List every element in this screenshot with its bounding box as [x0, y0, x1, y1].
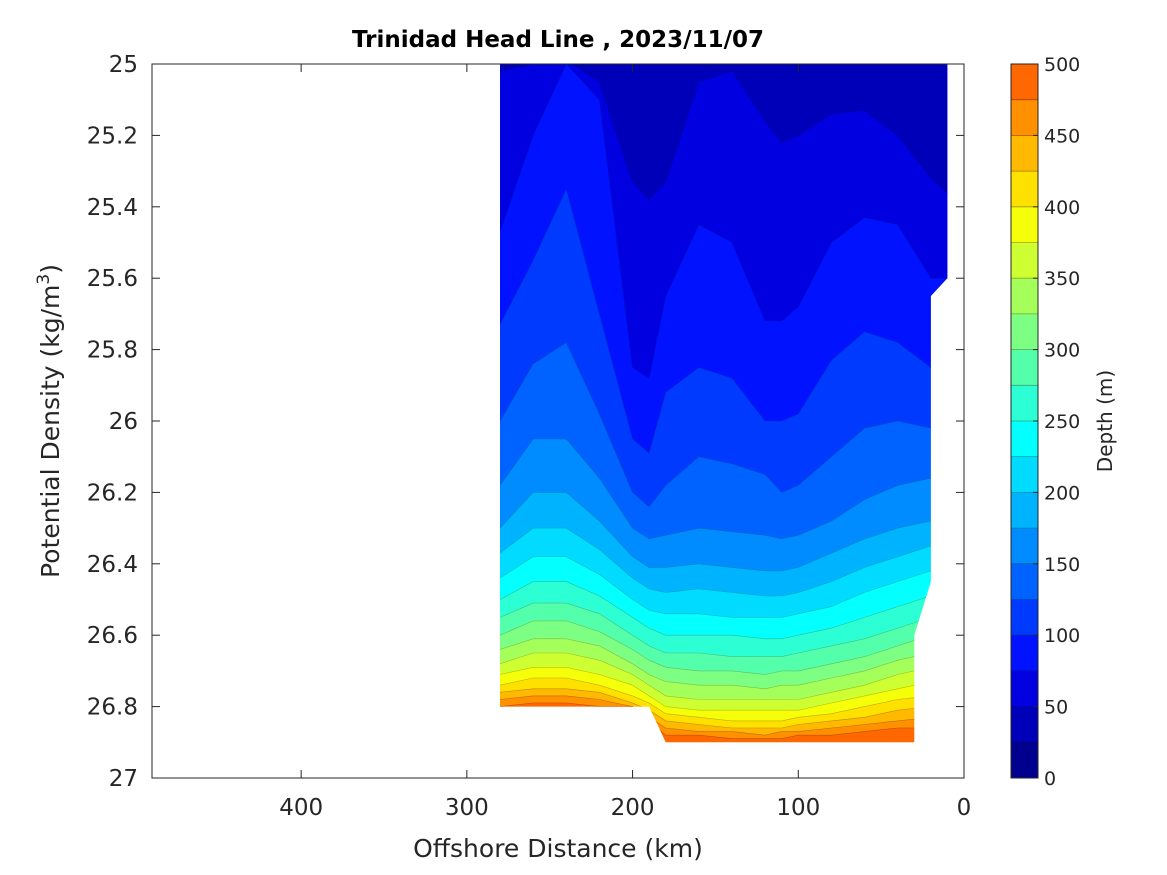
x-tick-label: 300: [445, 795, 489, 821]
isobath-450m: [500, 695, 948, 736]
chart-title: Trinidad Head Line , 2023/11/07: [352, 27, 764, 53]
y-axis-label-main: Potential Density (kg/m: [36, 285, 65, 578]
colorbar-tick-label: 350: [1044, 268, 1080, 290]
y-tick-label: 25.6: [87, 266, 138, 292]
isobath-100m: [500, 188, 948, 454]
colorbar-segment: [1011, 385, 1038, 422]
y-axis: 25 25.2 25.4 25.6 25.8 26 26.2 26.4 26.6 26.8 27: [87, 52, 964, 792]
colorbar-segment: [1011, 706, 1038, 743]
isobath-125m: [500, 342, 948, 508]
colorbar-segment: [1011, 64, 1038, 101]
colorbar-segment: [1011, 563, 1038, 600]
isobath-350m: [500, 652, 948, 700]
y-tick-label: 26.2: [87, 480, 138, 506]
isobath-325m: [500, 638, 948, 690]
y-tick-label: 25.4: [87, 195, 138, 221]
colorbar-segment: [1011, 492, 1038, 529]
y-tick-label: 25.8: [87, 338, 138, 364]
colorbar-segment: [1011, 242, 1038, 279]
isobath-275m: [500, 602, 948, 657]
isobath-75m: [500, 64, 948, 379]
colorbar-segment: [1011, 206, 1038, 243]
colorbar-tick-label: 400: [1044, 197, 1080, 219]
y-tick-label: 26.8: [87, 695, 138, 721]
isobath-425m: [500, 688, 948, 729]
colorbar-tick-label: 250: [1044, 411, 1080, 433]
y-tick-label: 25: [109, 52, 138, 78]
colorbar-segment: [1011, 456, 1038, 493]
colorbar-segment: [1011, 349, 1038, 386]
isobath-225m: [500, 556, 948, 618]
isobath-250m: [500, 581, 948, 640]
colorbar-tick-label: 50: [1044, 697, 1068, 719]
colorbar-segment: [1011, 99, 1038, 136]
y-tick-label: 26.4: [87, 552, 138, 578]
colorbar-segment: [1011, 599, 1038, 636]
isobath-175m: [500, 492, 948, 572]
y-axis-label-superscript: 3: [34, 274, 54, 285]
colorbar-tick-label: 150: [1044, 554, 1080, 576]
colorbar-segment: [1011, 528, 1038, 565]
y-axis-label-suffix: ): [36, 264, 65, 274]
isobath-50m: [500, 64, 948, 201]
colorbar-tick-label: 200: [1044, 482, 1080, 504]
colorbar-tick-label: 0: [1044, 768, 1056, 790]
isobath-200m: [500, 527, 948, 597]
colorbar-tick-label: 500: [1044, 54, 1080, 76]
colorbar-segment: [1011, 670, 1038, 708]
x-tick-label: 100: [776, 795, 820, 821]
isobath-375m: [500, 666, 948, 711]
isobath-150m: [500, 438, 948, 540]
isobath-475m: [500, 702, 948, 740]
colorbar-segment: [1011, 421, 1038, 458]
x-axis-label: Offshore Distance (km): [413, 834, 703, 863]
y-tick-label: 26.6: [87, 623, 138, 649]
colorbar-segment: [1011, 635, 1038, 672]
x-tick-label: 400: [279, 795, 323, 821]
colorbar: [1010, 63, 1039, 779]
y-tick-label: 27: [109, 766, 138, 792]
isobath-400m: [500, 677, 948, 722]
colorbar-segment: [1011, 171, 1038, 208]
colorbar-ticks: 0 50 100 150 200 250 300 350 400 450 500: [1033, 54, 1080, 790]
y-tick-label: 26: [109, 409, 138, 435]
isobath-300m: [500, 620, 948, 675]
x-axis: 400 300 200 100 0: [279, 64, 971, 821]
colorbar-tick-label: 300: [1044, 340, 1080, 362]
y-axis-label: Potential Density (kg/m3): [34, 264, 65, 578]
y-tick-label: 25.2: [87, 123, 138, 149]
x-tick-label: 0: [957, 795, 972, 821]
x-tick-label: 200: [611, 795, 655, 821]
colorbar-segment: [1011, 313, 1038, 351]
contour-field: [500, 64, 948, 743]
colorbar-segment: [1011, 278, 1038, 315]
colorbar-label: Depth (m): [1093, 370, 1117, 472]
colorbar-tick-label: 100: [1044, 625, 1080, 647]
colorbar-segment: [1011, 135, 1038, 172]
colorbar-tick-label: 450: [1044, 125, 1080, 147]
colorbar-segment: [1011, 742, 1038, 779]
